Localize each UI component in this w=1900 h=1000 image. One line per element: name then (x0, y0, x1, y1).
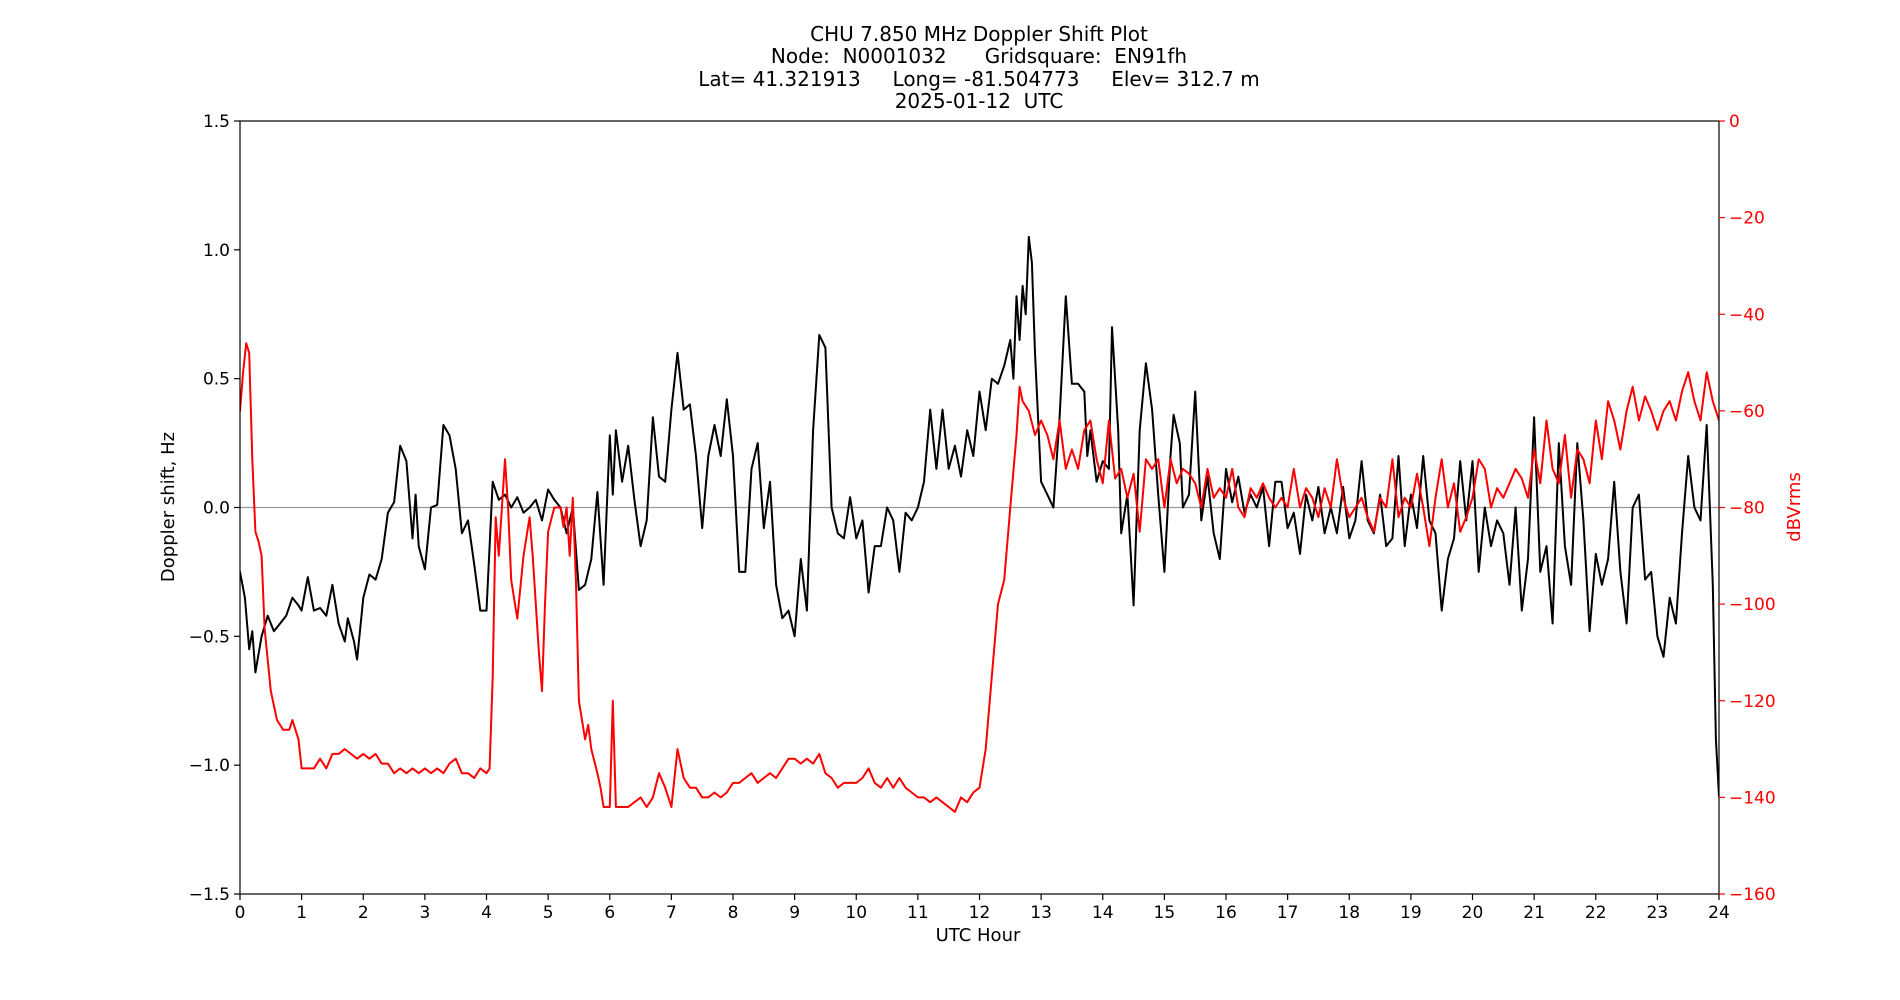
x-tick-label: 2 (358, 903, 369, 923)
y-left-tick-label: 1.5 (203, 112, 230, 132)
y-right-tick-label: −140 (1729, 788, 1776, 808)
x-tick-label: 21 (1523, 903, 1545, 923)
y-axis-left: 1.5 1.0 0.5 0.0 −0.5 −1.0 −1.5 (189, 112, 240, 905)
chart-title-line-3: Lat= 41.321913 Long= -81.504773 Elev= 31… (698, 67, 1260, 91)
x-tick-label: 0 (235, 903, 246, 923)
chart-title-line-2: Node: N0001032 Gridsquare: EN91fh (771, 44, 1187, 68)
chart-title-line-4: 2025-01-12 UTC (895, 89, 1064, 113)
y-right-tick-label: −160 (1729, 885, 1776, 905)
y-right-tick-label: −20 (1729, 209, 1765, 229)
x-tick-label: 23 (1647, 903, 1669, 923)
doppler-series-line (240, 235, 1719, 798)
x-tick-label: 12 (969, 903, 991, 923)
x-tick-label: 20 (1462, 903, 1484, 923)
x-tick-label: 9 (789, 903, 800, 923)
y-right-tick-label: −40 (1729, 305, 1765, 325)
y-axis-left-label: Doppler shift, Hz (158, 432, 179, 582)
x-tick-label: 15 (1154, 903, 1176, 923)
x-tick-label: 5 (543, 903, 554, 923)
x-tick-label: 8 (728, 903, 739, 923)
x-axis-label: UTC Hour (936, 925, 1021, 946)
chart-title-block: CHU 7.850 MHz Doppler Shift Plot Node: N… (698, 22, 1260, 113)
y-right-tick-label: −100 (1729, 595, 1776, 615)
y-left-tick-label: 0.5 (203, 370, 230, 390)
x-tick-label: 22 (1585, 903, 1607, 923)
x-tick-label: 16 (1215, 903, 1237, 923)
y-left-tick-label: −1.5 (189, 885, 230, 905)
x-tick-label: 14 (1092, 903, 1114, 923)
chart-title-line-1: CHU 7.850 MHz Doppler Shift Plot (810, 22, 1148, 46)
y-axis-right-label: dBVrms (1784, 472, 1805, 542)
x-axis: 0 1 2 3 4 5 6 7 8 9 10 11 12 13 14 15 16 17 18 19 20 21 22 23 24 (235, 894, 1730, 923)
y-left-tick-label: 0.0 (203, 499, 230, 519)
x-tick-label: 11 (907, 903, 929, 923)
x-tick-label: 24 (1708, 903, 1730, 923)
y-axis-right: 0 −20 −40 −60 −80 −100 −120 −140 −160 (1719, 112, 1776, 905)
y-right-tick-label: −60 (1729, 402, 1765, 422)
y-right-tick-label: 0 (1729, 112, 1740, 132)
y-left-tick-label: −1.0 (189, 756, 230, 776)
x-tick-label: 3 (419, 903, 430, 923)
y-left-tick-label: −0.5 (189, 627, 230, 647)
x-tick-label: 4 (481, 903, 492, 923)
y-right-tick-label: −120 (1729, 692, 1776, 712)
x-tick-label: 18 (1338, 903, 1360, 923)
x-tick-label: 7 (666, 903, 677, 923)
x-tick-label: 19 (1400, 903, 1422, 923)
x-tick-label: 1 (296, 903, 307, 923)
power-series-line (240, 342, 1719, 813)
series-layer (240, 235, 1719, 813)
x-tick-label: 6 (604, 903, 615, 923)
x-tick-label: 10 (845, 903, 867, 923)
x-tick-label: 13 (1030, 903, 1052, 923)
x-tick-label: 17 (1277, 903, 1299, 923)
y-left-tick-label: 1.0 (203, 241, 230, 261)
y-right-tick-label: −80 (1729, 499, 1765, 519)
